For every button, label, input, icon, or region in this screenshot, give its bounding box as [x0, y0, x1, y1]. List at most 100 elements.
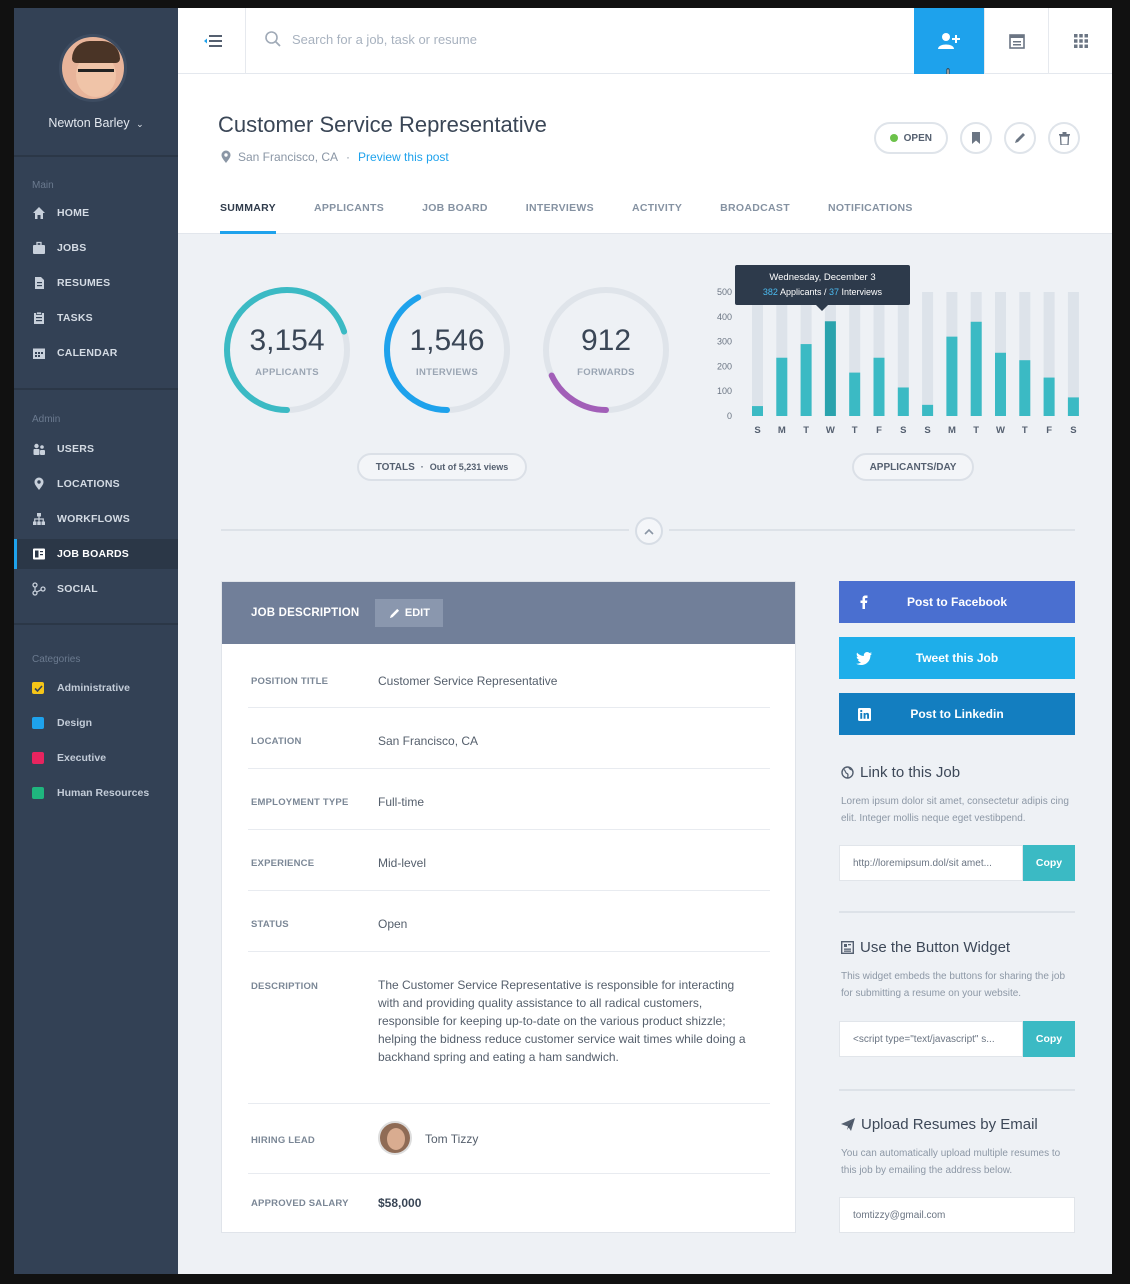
stat-value: 912 — [580, 324, 632, 357]
user-avatar[interactable] — [59, 34, 127, 102]
bar[interactable] — [1019, 360, 1031, 416]
x-tick-label: W — [826, 425, 835, 436]
sidebar-item-social[interactable]: SOCIAL — [14, 574, 178, 604]
top-bar: Search for a job, task or resume — [178, 8, 1112, 86]
bookmark-icon — [972, 132, 980, 144]
x-tick-label: T — [803, 425, 809, 436]
edit-description-button[interactable]: EDIT — [375, 599, 444, 627]
app-frame: Newton Barley ⌄ Main HOME JOBS RESUMES T… — [14, 8, 1112, 1274]
search-icon — [265, 31, 281, 47]
trash-icon — [1058, 131, 1070, 145]
post-facebook-button[interactable]: Post to Facebook — [839, 581, 1075, 623]
y-tick-label: 200 — [717, 361, 732, 371]
detail-row-experience: EXPERIENCE Mid-level — [248, 830, 770, 891]
category-label: Executive — [57, 752, 107, 764]
bar[interactable] — [922, 404, 934, 416]
bar[interactable] — [1067, 397, 1079, 416]
upload-email-input[interactable]: tomtizzy@gmail.com — [839, 1197, 1075, 1233]
post-linkedin-button[interactable]: Post to Linkedin — [839, 693, 1075, 735]
card-header: JOB DESCRIPTION EDIT — [222, 582, 795, 644]
edit-button[interactable] — [1004, 122, 1036, 154]
sidebar-item-workflows[interactable]: WORKFLOWS — [14, 504, 178, 534]
calendar-list-button[interactable] — [984, 8, 1048, 74]
job-description-card: JOB DESCRIPTION EDIT POSITION TITLE Custo… — [221, 581, 796, 1233]
detail-row-salary: APPROVED SALARY $58,000 — [248, 1174, 770, 1232]
hiring-lead-avatar — [378, 1121, 412, 1155]
widget-icon — [841, 941, 854, 954]
category-color-swatch[interactable] — [32, 787, 44, 799]
tab-interviews[interactable]: INTERVIEWS — [525, 202, 594, 214]
pencil-icon — [1015, 133, 1025, 143]
copy-widget-button[interactable]: Copy — [1023, 1021, 1075, 1057]
sidebar-item-home[interactable]: HOME — [14, 198, 178, 228]
category-administrative[interactable]: Administrative — [32, 682, 130, 694]
add-user-button[interactable] — [914, 8, 984, 86]
category-executive[interactable]: Executive — [32, 752, 106, 764]
job-link-input[interactable]: http://loremipsum.dol/sit amet... — [839, 845, 1023, 881]
bar[interactable] — [1043, 377, 1055, 416]
tab-bar: SUMMARY APPLICANTS JOB BOARD INTERVIEWS … — [220, 202, 951, 234]
tab-job-board[interactable]: JOB BOARD — [422, 202, 488, 214]
bar[interactable] — [946, 336, 958, 416]
preview-link[interactable]: Preview this post — [358, 150, 449, 164]
user-menu[interactable]: Newton Barley ⌄ — [14, 116, 178, 130]
sidebar-item-resumes[interactable]: RESUMES — [14, 268, 178, 298]
applicants-per-day-pill[interactable]: APPLICANTS/DAY — [852, 453, 974, 481]
bar[interactable] — [800, 344, 812, 416]
bar[interactable] — [995, 352, 1006, 416]
separator: · — [420, 462, 424, 472]
apps-grid-button[interactable] — [1048, 8, 1112, 74]
bar[interactable] — [970, 321, 982, 416]
job-location: San Francisco, CA — [238, 150, 339, 164]
sidebar-item-calendar[interactable]: CALENDAR — [14, 338, 178, 368]
bookmark-button[interactable] — [960, 122, 992, 154]
tab-activity[interactable]: ACTIVITY — [631, 202, 683, 214]
chevron-up-icon — [644, 528, 654, 535]
search-input[interactable]: Search for a job, task or resume — [264, 30, 477, 48]
tab-notifications[interactable]: NOTIFICATIONS — [827, 202, 913, 214]
widget-code-input[interactable]: <script type="text/javascript" s... — [839, 1021, 1023, 1057]
bar-track — [1043, 292, 1055, 416]
bar-track — [1067, 292, 1079, 416]
separator: · — [346, 150, 351, 164]
copy-link-button[interactable]: Copy — [1023, 845, 1075, 881]
bar[interactable] — [776, 357, 788, 416]
delete-button[interactable] — [1048, 122, 1080, 154]
tab-applicants[interactable]: APPLICANTS — [313, 202, 385, 214]
category-color-swatch[interactable] — [32, 717, 44, 729]
sidebar-item-label: LOCATIONS — [57, 478, 120, 490]
bar[interactable] — [897, 387, 909, 416]
email-section-text: You can automatically upload multiple re… — [841, 1148, 1061, 1176]
bar-track — [897, 292, 909, 416]
sidebar-item-locations[interactable]: LOCATIONS — [14, 469, 178, 499]
category-human-resources[interactable]: Human Resources — [32, 787, 149, 799]
email-section-title: Upload Resumes by Email — [841, 1116, 1038, 1133]
bar[interactable] — [849, 372, 861, 416]
detail-key: LOCATION — [251, 736, 302, 747]
totals-pill[interactable]: TOTALS · Out of 5,231 views — [357, 453, 527, 481]
bar[interactable] — [752, 406, 763, 416]
detail-value: Full-time — [378, 795, 425, 809]
stat-interviews: 1,546 INTERVIEWS — [381, 284, 513, 416]
board-icon — [33, 548, 45, 560]
tab-summary[interactable]: SUMMARY — [220, 202, 276, 234]
sidebar-item-users[interactable]: USERS — [14, 434, 178, 464]
category-design[interactable]: Design — [32, 717, 92, 729]
tweet-job-button[interactable]: Tweet this Job — [839, 637, 1075, 679]
checkbox-checked[interactable] — [32, 682, 44, 694]
sidebar-item-jobs[interactable]: JOBS — [14, 233, 178, 263]
twitter-icon — [856, 651, 872, 665]
category-color-swatch[interactable] — [32, 752, 44, 764]
status-open-button[interactable]: OPEN — [873, 122, 948, 154]
bar[interactable] — [824, 321, 836, 416]
detail-key: EMPLOYMENT TYPE — [251, 797, 349, 808]
sidebar-item-job-boards[interactable]: JOB BOARDS — [14, 539, 178, 569]
bar-track — [849, 292, 861, 416]
status-label: OPEN — [903, 132, 932, 144]
collapse-button[interactable] — [635, 517, 663, 545]
menu-collapse-button[interactable] — [178, 8, 246, 74]
hierarchy-icon — [33, 513, 45, 525]
tab-broadcast[interactable]: BROADCAST — [720, 202, 790, 214]
sidebar-item-tasks[interactable]: TASKS — [14, 303, 178, 333]
bar[interactable] — [873, 357, 885, 416]
